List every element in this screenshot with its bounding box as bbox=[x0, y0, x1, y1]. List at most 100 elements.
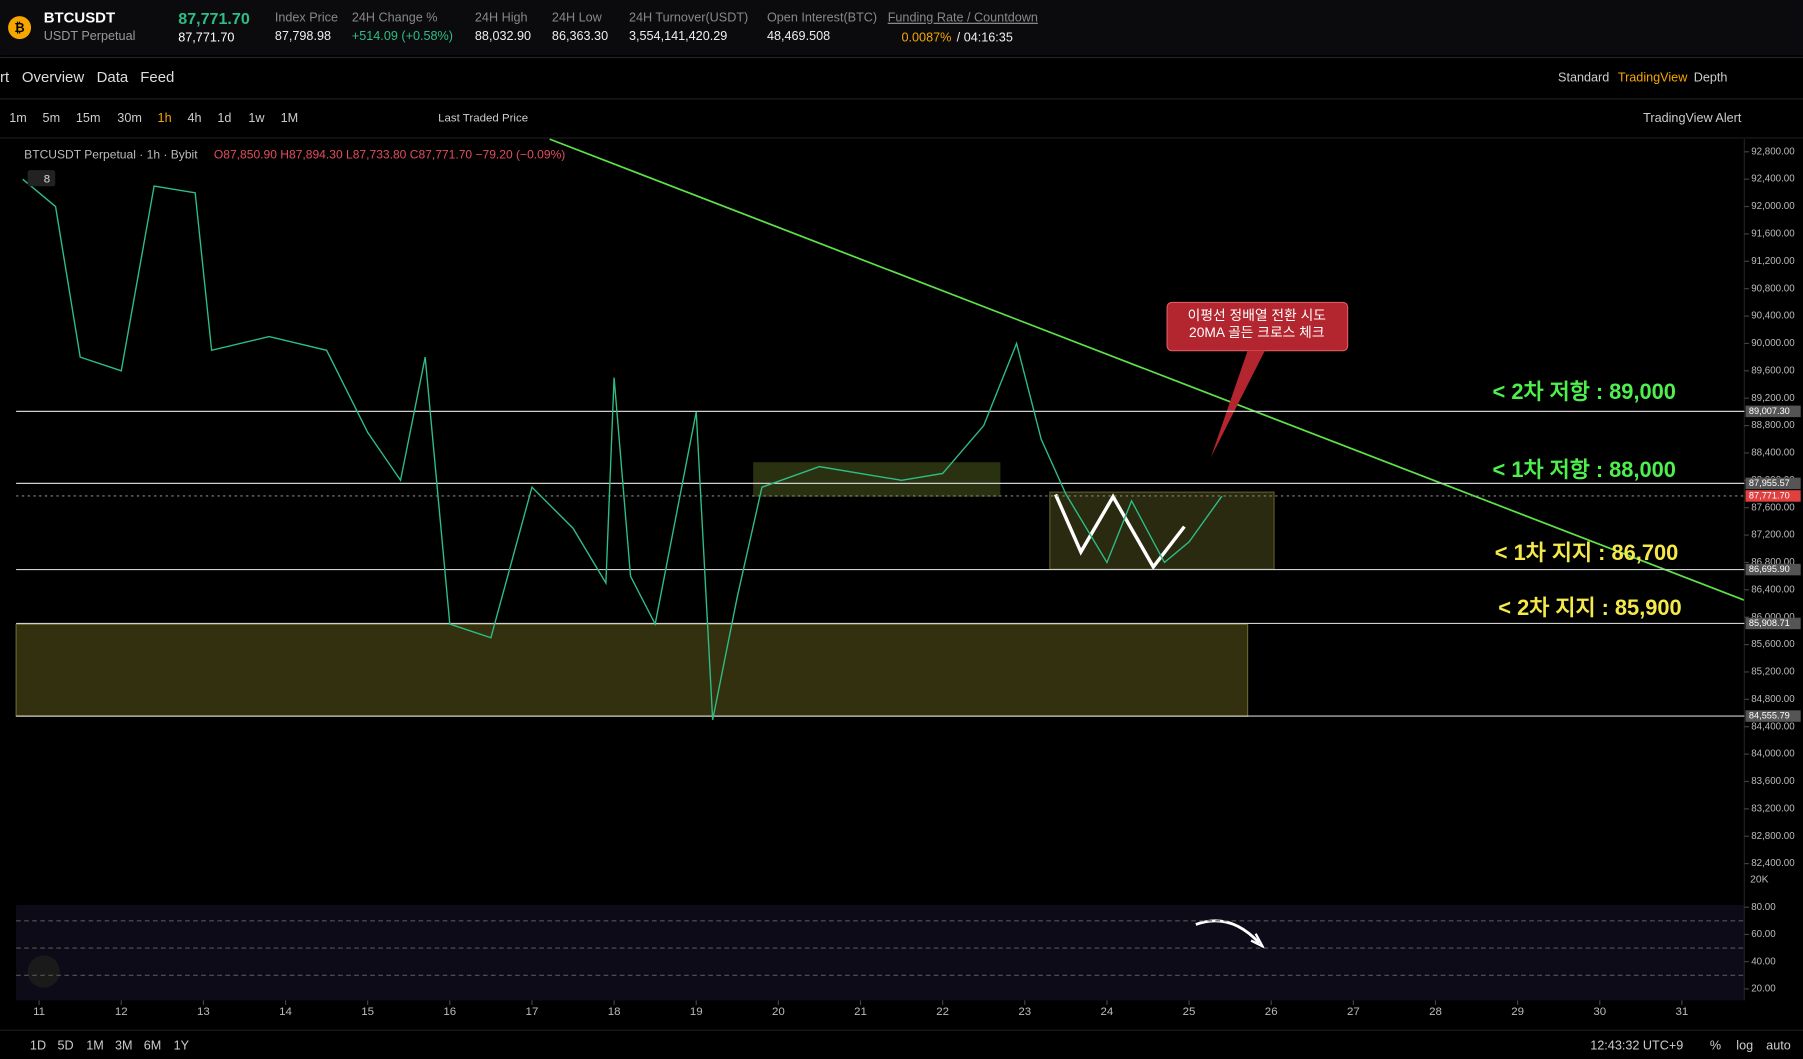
price-tag bbox=[1745, 563, 1801, 576]
y-tick-label: 92,400.00 bbox=[1751, 174, 1795, 185]
contract: USDT Perpetual bbox=[44, 29, 136, 43]
y-tick-label: 82,400.00 bbox=[1751, 858, 1795, 869]
range-button[interactable]: 3M bbox=[115, 1039, 133, 1053]
x-tick-label: 24 bbox=[1101, 1006, 1114, 1018]
price-tag bbox=[1745, 617, 1801, 630]
x-tick-label: 17 bbox=[526, 1006, 539, 1018]
price-tag-label: 89,007.30 bbox=[1749, 406, 1790, 416]
y-tick-label: 83,600.00 bbox=[1751, 776, 1795, 787]
price-tag bbox=[1745, 710, 1801, 722]
x-tick-label: 15 bbox=[361, 1006, 374, 1018]
view-option[interactable]: Standard bbox=[1558, 71, 1609, 85]
support-zone bbox=[15, 623, 1249, 717]
rsi-panel bbox=[16, 904, 1745, 1001]
stat-value: 48,469.508 bbox=[767, 29, 830, 43]
interval[interactable]: 1w bbox=[248, 111, 265, 125]
stat-value: 87,798.98 bbox=[275, 29, 331, 43]
y-tick-label: 85,600.00 bbox=[1751, 639, 1795, 650]
rsi-tick-label: 60.00 bbox=[1751, 929, 1776, 940]
alert-button[interactable]: TradingView Alert bbox=[1643, 111, 1742, 125]
interval[interactable]: 1d bbox=[217, 111, 231, 125]
last-price: 87,771.70 bbox=[178, 10, 250, 28]
clock: 12:43:32 UTC+9 bbox=[1590, 1039, 1683, 1053]
stat-value: +514.09 (+0.58%) bbox=[352, 29, 453, 43]
price-line-series bbox=[22, 178, 1223, 721]
tv-logo bbox=[27, 955, 60, 988]
tab[interactable]: rt bbox=[0, 69, 10, 86]
price-tag-label: 84,555.79 bbox=[1749, 710, 1790, 720]
x-tick-label: 19 bbox=[690, 1006, 703, 1018]
x-tick-label: 26 bbox=[1265, 1006, 1278, 1018]
stat-label: 24H High bbox=[475, 11, 528, 25]
x-tick-label: 30 bbox=[1593, 1006, 1606, 1018]
tab[interactable]: Feed bbox=[140, 69, 174, 86]
view-option[interactable]: TradingView bbox=[1618, 71, 1688, 85]
interval[interactable]: 1m bbox=[9, 111, 27, 125]
x-tick-label: 22 bbox=[936, 1006, 949, 1018]
y-tick-label: 90,000.00 bbox=[1751, 338, 1795, 349]
interval[interactable]: 1h bbox=[158, 111, 172, 125]
tab[interactable]: Overview bbox=[22, 69, 84, 86]
range-button[interactable]: 6M bbox=[144, 1039, 162, 1053]
price-tag-label: 86,695.90 bbox=[1749, 564, 1790, 574]
price-tag bbox=[1745, 490, 1801, 502]
range-zone bbox=[753, 462, 1001, 497]
interval[interactable]: 15m bbox=[76, 111, 101, 125]
header-bar bbox=[0, 0, 1803, 56]
interval[interactable]: 5m bbox=[43, 111, 61, 125]
y-tick-label: 92,000.00 bbox=[1751, 201, 1795, 212]
annotation: < 2차 지지 : 85,900 bbox=[1498, 595, 1681, 620]
symbol: BTCUSDT bbox=[44, 9, 115, 26]
stat-label: 24H Low bbox=[552, 11, 603, 25]
interval[interactable]: 30m bbox=[117, 111, 142, 125]
rsi-arrow-head bbox=[1250, 933, 1266, 949]
y-tick-label: 89,200.00 bbox=[1751, 393, 1795, 404]
range-button[interactable]: 1Y bbox=[174, 1039, 190, 1053]
y-tick-label: 87,200.00 bbox=[1751, 530, 1795, 541]
price-type[interactable]: Last Traded Price bbox=[438, 112, 528, 124]
badge-label: 8 bbox=[44, 173, 50, 185]
stat-label: Open Interest(BTC) bbox=[767, 11, 877, 25]
y-tick-label: 89,600.00 bbox=[1751, 365, 1795, 376]
mark-price: 87,771.70 bbox=[178, 30, 234, 44]
y-tick-label: 87,600.00 bbox=[1751, 502, 1795, 513]
x-tick-label: 20 bbox=[772, 1006, 785, 1018]
y-tick-label: 86,400.00 bbox=[1751, 584, 1795, 595]
badge bbox=[27, 170, 56, 187]
x-tick-label: 25 bbox=[1183, 1006, 1196, 1018]
x-tick-label: 21 bbox=[854, 1006, 867, 1018]
coin-icon bbox=[8, 16, 32, 40]
y-tick-label: 88,800.00 bbox=[1751, 420, 1795, 431]
legend-ohlc: O87,850.90 H87,894.30 L87,733.80 C87,771… bbox=[214, 147, 565, 161]
x-tick-label: 18 bbox=[608, 1006, 621, 1018]
x-tick-label: 28 bbox=[1429, 1006, 1442, 1018]
y-tick-label: 90,800.00 bbox=[1751, 283, 1795, 294]
range-button[interactable]: 1D bbox=[30, 1039, 46, 1053]
stat-label: 24H Turnover(USDT) bbox=[629, 11, 748, 25]
interval[interactable]: 1M bbox=[281, 111, 299, 125]
tab[interactable]: Data bbox=[97, 69, 129, 86]
scale-option[interactable]: auto bbox=[1766, 1039, 1791, 1053]
scale-option[interactable]: log bbox=[1736, 1039, 1753, 1053]
y-tick-label: 91,600.00 bbox=[1751, 229, 1795, 240]
coin-symbol: ₿ bbox=[14, 21, 24, 35]
view-option[interactable]: Depth bbox=[1694, 71, 1728, 85]
rsi-tick-label: 20.00 bbox=[1751, 984, 1776, 995]
interval[interactable]: 4h bbox=[187, 111, 201, 125]
y-tick-label: 91,200.00 bbox=[1751, 256, 1795, 267]
x-tick-label: 12 bbox=[115, 1006, 128, 1018]
y-tick-label: 90,400.00 bbox=[1751, 311, 1795, 322]
stat-label: 24H Change % bbox=[352, 11, 438, 25]
stat-value: 86,363.30 bbox=[552, 29, 608, 43]
range-button[interactable]: 5D bbox=[58, 1039, 74, 1053]
y-tick-label: 84,800.00 bbox=[1751, 694, 1795, 705]
funding-label: Funding Rate / Countdown bbox=[888, 11, 1038, 25]
volume-label: 20K bbox=[1750, 874, 1768, 885]
scale-option[interactable]: % bbox=[1710, 1039, 1721, 1053]
y-tick-label: 85,200.00 bbox=[1751, 667, 1795, 678]
range-button[interactable]: 1M bbox=[86, 1039, 104, 1053]
x-tick-label: 14 bbox=[279, 1006, 292, 1018]
